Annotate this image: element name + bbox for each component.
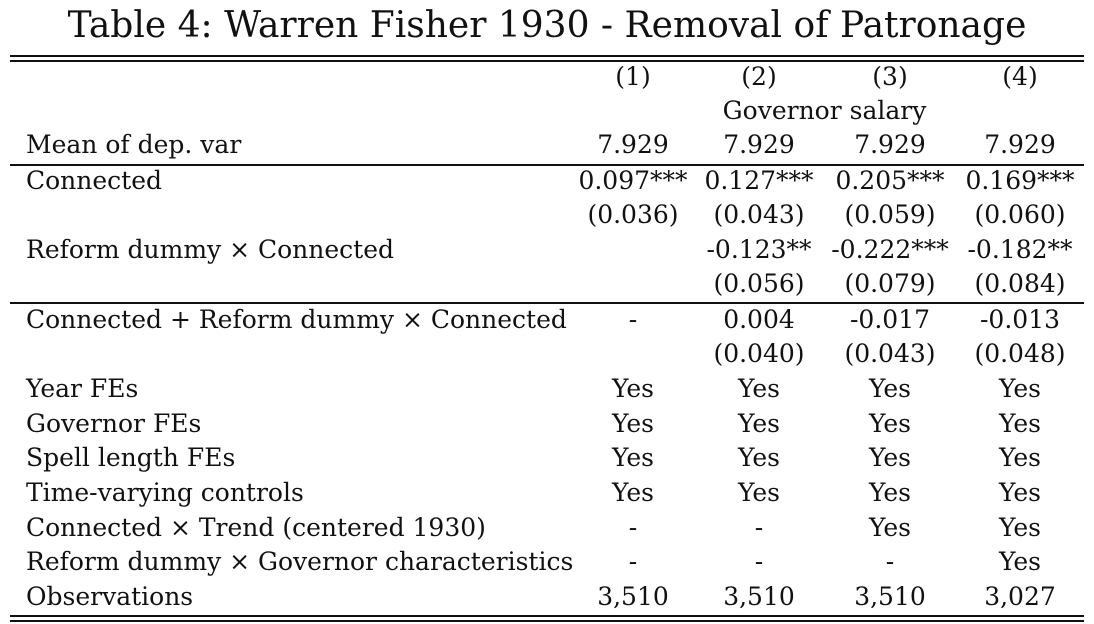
row-label-connected: Connected	[26, 166, 163, 195]
column-header-2: (2)	[741, 62, 777, 91]
table-cell: (0.060)	[974, 200, 1066, 229]
table-cell: 3,027	[984, 582, 1056, 611]
table-cell: Yes	[869, 513, 911, 542]
table-cell: Yes	[612, 478, 654, 507]
table-cell: -	[628, 305, 638, 334]
table-cell: 3,510	[597, 582, 669, 611]
table-cell: (0.043)	[844, 339, 936, 368]
top-rule-1	[10, 55, 1084, 57]
table-cell: -0.123**	[706, 235, 812, 264]
table-cell: 0.004	[723, 305, 795, 334]
table-cell: -0.182**	[967, 235, 1073, 264]
table-cell: (0.084)	[974, 269, 1066, 298]
table-cell: Yes	[738, 374, 780, 403]
table-cell: 7.929	[984, 130, 1056, 159]
table-title: Table 4: Warren Fisher 1930 - Removal of…	[67, 5, 1027, 46]
table-cell: Yes	[869, 478, 911, 507]
table-cell: (0.036)	[587, 200, 679, 229]
table-cell: Yes	[999, 547, 1041, 576]
row-label-year-fes: Year FEs	[26, 374, 139, 403]
table-cell: Yes	[999, 443, 1041, 472]
table-cell: (0.043)	[713, 200, 805, 229]
table-cell: Yes	[869, 374, 911, 403]
table-cell: Yes	[869, 409, 911, 438]
table-cell: (0.059)	[844, 200, 936, 229]
table-cell: 3,510	[723, 582, 795, 611]
table-cell: Yes	[999, 409, 1041, 438]
row-label-observations: Observations	[26, 582, 194, 611]
row-label-time-varying-controls: Time-varying controls	[26, 478, 304, 507]
table-cell: -	[754, 513, 764, 542]
table-cell: Yes	[612, 443, 654, 472]
row-label-governor-fes: Governor FEs	[26, 409, 202, 438]
table-cell: 0.169***	[965, 166, 1075, 195]
table-cell: Yes	[999, 513, 1041, 542]
table-cell: -0.017	[849, 305, 931, 334]
table-cell: -	[628, 513, 638, 542]
table-cell: -	[754, 547, 764, 576]
header-rule	[10, 164, 1084, 166]
table-cell: Yes	[738, 443, 780, 472]
table-cell: 3,510	[854, 582, 926, 611]
table-cell: 0.205***	[835, 166, 945, 195]
table-cell: Yes	[999, 478, 1041, 507]
bottom-rule-2	[10, 620, 1084, 622]
table-cell: -0.013	[979, 305, 1061, 334]
table-cell: Yes	[738, 478, 780, 507]
table-cell: Yes	[999, 374, 1041, 403]
table-cell: -	[885, 547, 895, 576]
table-cell: (0.056)	[713, 269, 805, 298]
table-cell: 7.929	[854, 130, 926, 159]
table-cell: Yes	[612, 374, 654, 403]
top-rule-2	[10, 60, 1084, 62]
table-cell: 0.127***	[704, 166, 814, 195]
row-label-reform-governor-characteristics: Reform dummy × Governor characteristics	[26, 547, 574, 576]
row-label-spell-length-fes: Spell length FEs	[26, 443, 236, 472]
dependent-variable-label: Governor salary	[722, 96, 927, 125]
column-header-4: (4)	[1002, 62, 1038, 91]
table-cell: 0.097***	[578, 166, 688, 195]
row-label-connected-trend: Connected × Trend (centered 1930)	[26, 513, 486, 542]
table-cell: Yes	[869, 443, 911, 472]
row-label-reform-connected: Reform dummy × Connected	[26, 235, 395, 264]
table-cell: Yes	[612, 409, 654, 438]
table-cell: (0.040)	[713, 339, 805, 368]
table-cell: (0.079)	[844, 269, 936, 298]
row-label-mean-dep-var: Mean of dep. var	[26, 130, 242, 159]
table-cell: 7.929	[597, 130, 669, 159]
table-cell: -0.222***	[831, 235, 949, 264]
table-cell: Yes	[738, 409, 780, 438]
column-header-1: (1)	[615, 62, 651, 91]
column-header-3: (3)	[872, 62, 908, 91]
row-label-connected-plus-reform: Connected + Reform dummy × Connected	[26, 305, 567, 334]
mid-rule	[10, 302, 1084, 304]
table-cell: -	[628, 547, 638, 576]
table-cell: 7.929	[723, 130, 795, 159]
table-cell: (0.048)	[974, 339, 1066, 368]
bottom-rule-1	[10, 615, 1084, 617]
